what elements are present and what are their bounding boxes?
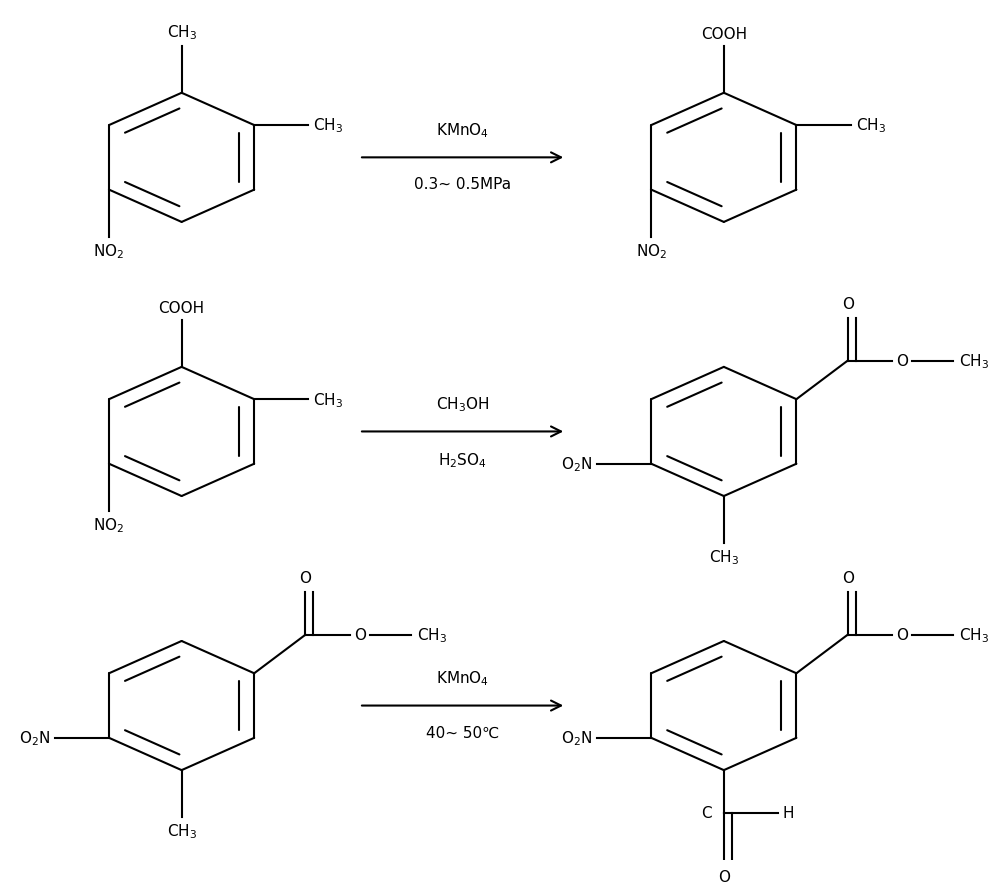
Text: NO$_2$: NO$_2$ (93, 516, 125, 534)
Text: KMnO$_4$: KMnO$_4$ (436, 668, 489, 687)
Text: KMnO$_4$: KMnO$_4$ (436, 120, 489, 139)
Text: CH$_3$: CH$_3$ (417, 626, 447, 644)
Text: CH$_3$: CH$_3$ (959, 626, 989, 644)
Text: NO$_2$: NO$_2$ (93, 242, 125, 260)
Text: NO$_2$: NO$_2$ (636, 242, 667, 260)
Text: CH$_3$OH: CH$_3$OH (436, 394, 489, 413)
Text: COOH: COOH (159, 301, 205, 316)
Text: O$_2$N: O$_2$N (561, 455, 592, 473)
Text: CH$_3$: CH$_3$ (167, 821, 197, 840)
Text: O: O (354, 627, 366, 642)
Text: CH$_3$: CH$_3$ (313, 117, 343, 136)
Text: O: O (718, 868, 730, 883)
Text: O: O (842, 297, 854, 312)
Text: CH$_3$: CH$_3$ (313, 391, 343, 409)
Text: O: O (842, 571, 854, 586)
Text: 0.3~ 0.5MPa: 0.3~ 0.5MPa (414, 177, 511, 192)
Text: 40~ 50℃: 40~ 50℃ (426, 725, 499, 740)
Text: H$_2$SO$_4$: H$_2$SO$_4$ (438, 451, 487, 470)
Text: O$_2$N: O$_2$N (561, 728, 592, 748)
Text: O: O (299, 571, 311, 586)
Text: H: H (783, 805, 794, 820)
Text: CH$_3$: CH$_3$ (167, 24, 197, 43)
Text: O: O (896, 354, 908, 369)
Text: CH$_3$: CH$_3$ (856, 117, 886, 136)
Text: COOH: COOH (701, 27, 747, 43)
Text: O: O (896, 627, 908, 642)
Text: C: C (701, 805, 711, 820)
Text: CH$_3$: CH$_3$ (709, 548, 739, 566)
Text: CH$_3$: CH$_3$ (959, 352, 989, 370)
Text: O$_2$N: O$_2$N (19, 728, 50, 748)
